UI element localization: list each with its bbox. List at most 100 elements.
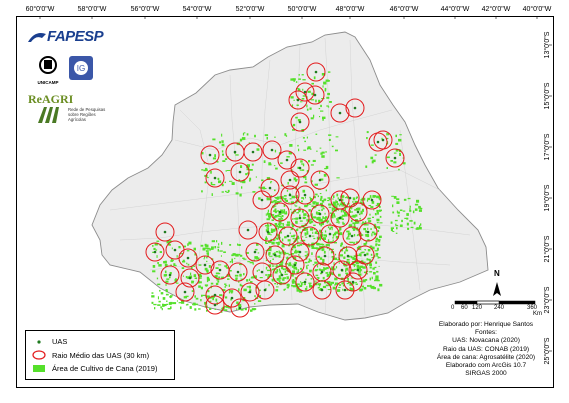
cane-area-patch xyxy=(206,252,209,255)
cane-area-patch xyxy=(320,204,324,208)
cane-area-patch xyxy=(277,228,279,230)
cane-area-patch xyxy=(211,184,216,186)
cane-area-patch xyxy=(165,273,168,277)
cane-area-patch xyxy=(282,277,286,279)
cane-area-patch xyxy=(342,223,345,225)
cane-area-patch xyxy=(352,214,356,218)
cane-area-patch xyxy=(206,260,208,263)
cane-area-patch xyxy=(397,214,400,217)
cane-area-patch xyxy=(283,204,286,207)
study-region xyxy=(91,31,489,321)
cane-area-patch xyxy=(336,193,339,197)
cane-area-patch xyxy=(279,282,283,284)
cane-area-patch xyxy=(298,289,303,293)
cane-area-patch xyxy=(360,201,363,204)
cane-area-patch xyxy=(356,220,360,224)
cane-area-patch xyxy=(268,248,272,252)
cane-area-patch xyxy=(397,211,400,214)
cane-area-patch xyxy=(201,190,203,193)
cane-area-patch xyxy=(319,257,323,260)
cane-area-patch xyxy=(267,209,269,213)
cane-area-patch xyxy=(371,246,375,250)
cane-area-patch xyxy=(210,282,214,285)
cane-area-patch xyxy=(409,208,411,211)
cane-area-patch xyxy=(402,157,405,159)
cane-area-patch xyxy=(303,149,307,151)
cane-area-patch xyxy=(272,206,275,208)
ig-emblem-icon: IG xyxy=(69,56,93,80)
cane-area-patch xyxy=(294,261,297,265)
uas-point xyxy=(338,198,342,202)
cane-area-patch xyxy=(335,201,338,204)
cane-area-patch xyxy=(376,218,380,222)
cane-area-patch xyxy=(308,282,312,284)
cane-area-patch xyxy=(224,265,226,268)
cane-area-patch xyxy=(308,160,311,163)
cane-area-patch xyxy=(321,73,326,76)
uas-point xyxy=(320,288,324,292)
cane-area-patch xyxy=(313,224,316,226)
cane-area-patch xyxy=(205,247,207,249)
cane-area-patch xyxy=(272,265,275,267)
cane-area-patch xyxy=(254,134,256,138)
north-label: N xyxy=(494,269,500,278)
cane-area-patch xyxy=(183,245,186,248)
cane-area-patch xyxy=(282,243,284,246)
cane-area-patch xyxy=(300,281,302,283)
uas-point xyxy=(263,288,267,292)
cane-area-patch xyxy=(301,163,305,165)
uas-radius-ring xyxy=(278,226,298,246)
cane-area-patch xyxy=(316,150,318,152)
cane-area-patch xyxy=(166,278,170,280)
cane-area-patch xyxy=(304,181,308,184)
cane-area-patch xyxy=(296,179,298,181)
scale-tick-360: 360 xyxy=(527,305,538,311)
cane-area-patch xyxy=(217,280,220,283)
cane-area-patch xyxy=(331,207,335,210)
cane-area-patch xyxy=(349,283,353,286)
cane-area-patch xyxy=(267,274,269,277)
cane-area-patch xyxy=(339,254,343,257)
cane-area-patch xyxy=(323,267,327,270)
uas-radius-ring xyxy=(290,242,310,262)
cane-area-patch xyxy=(310,278,313,280)
uas-radius-ring xyxy=(358,222,378,242)
cane-area-patch xyxy=(284,195,287,197)
cane-area-patch xyxy=(265,213,267,216)
cane-area-patch xyxy=(183,296,187,299)
cane-area-patch xyxy=(257,300,262,302)
cane-area-patch xyxy=(292,256,297,260)
cane-area-patch xyxy=(280,231,282,234)
cane-area-patch xyxy=(414,208,418,211)
cane-area-patch xyxy=(340,202,342,205)
cane-area-patch xyxy=(378,265,380,267)
uas-radius-ring xyxy=(240,282,260,302)
cane-area-patch xyxy=(223,251,226,253)
cane-area-patch xyxy=(325,165,329,169)
cane-area-patch xyxy=(387,132,390,136)
cane-area-patch xyxy=(365,165,368,168)
cane-area-patch xyxy=(297,235,299,239)
cane-area-patch xyxy=(318,289,321,291)
uas-radius-ring xyxy=(255,280,275,300)
cane-area-patch xyxy=(341,218,344,220)
cane-area-patch xyxy=(332,239,334,242)
cane-area-patch xyxy=(254,256,258,259)
cane-area-patch xyxy=(354,200,358,204)
uas-radius-ring xyxy=(332,260,352,280)
cane-area-patch xyxy=(238,305,242,307)
cane-area-patch xyxy=(328,283,332,286)
cane-area-patch xyxy=(174,279,178,282)
cane-area-patch xyxy=(379,222,383,224)
cane-area-patch xyxy=(185,276,188,279)
cane-area-patch xyxy=(278,255,281,258)
cane-area-patch xyxy=(401,219,403,223)
cane-area-patch xyxy=(409,220,413,222)
uas-point xyxy=(230,296,234,300)
cane-area-patch xyxy=(268,163,272,166)
cane-area-patch xyxy=(298,148,300,152)
uas-point xyxy=(173,248,177,252)
cane-area-patch xyxy=(393,152,397,154)
cane-area-patch xyxy=(365,233,369,237)
cane-area-patch xyxy=(271,219,274,221)
